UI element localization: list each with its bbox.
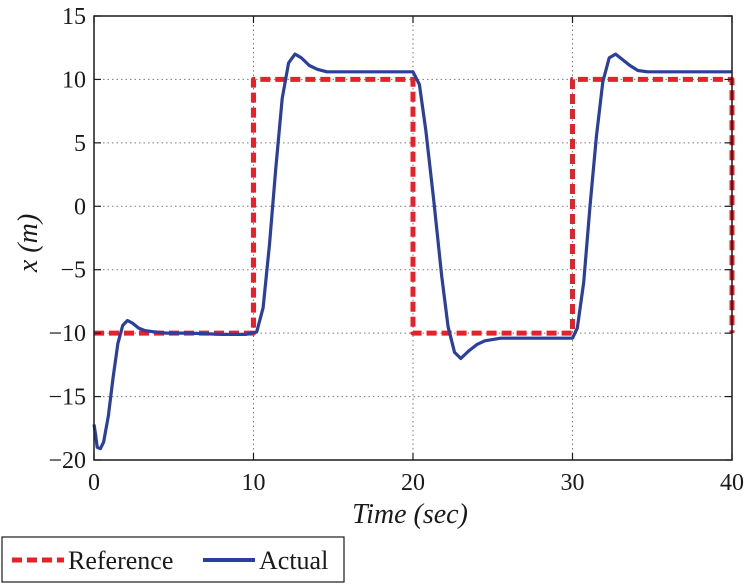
tick-marks [93,15,733,461]
x-tick-label: 30 [561,470,585,496]
y-axis-label: x (m) [13,214,44,273]
series-reference-line [94,76,735,336]
x-tick-labels: 0 10 20 30 40 [88,470,744,496]
y-tick-label: −20 [48,448,86,474]
x-axis-label: Time (sec) [352,499,468,530]
y-tick-label: 10 [62,67,86,93]
x-tick-label: 20 [401,470,425,496]
x-tick-label: 10 [242,470,266,496]
legend-reference-label: Reference [68,546,173,575]
y-tick-label: −5 [60,258,86,284]
series-actual-line [92,52,732,451]
legend-actual-label: Actual [259,546,328,575]
x-tick-label: 0 [88,470,100,496]
y-tick-label: 5 [74,131,86,157]
y-tick-label: −10 [48,321,86,347]
x-tick-label: 40 [720,470,744,496]
y-tick-label: 0 [74,194,86,220]
series-layer [92,52,735,451]
y-tick-label: 15 [62,4,86,30]
legend: Reference Actual [1,536,345,583]
y-tick-labels: −20 −15 −10 −5 0 5 10 15 [48,4,86,474]
y-tick-label: −15 [48,385,86,411]
